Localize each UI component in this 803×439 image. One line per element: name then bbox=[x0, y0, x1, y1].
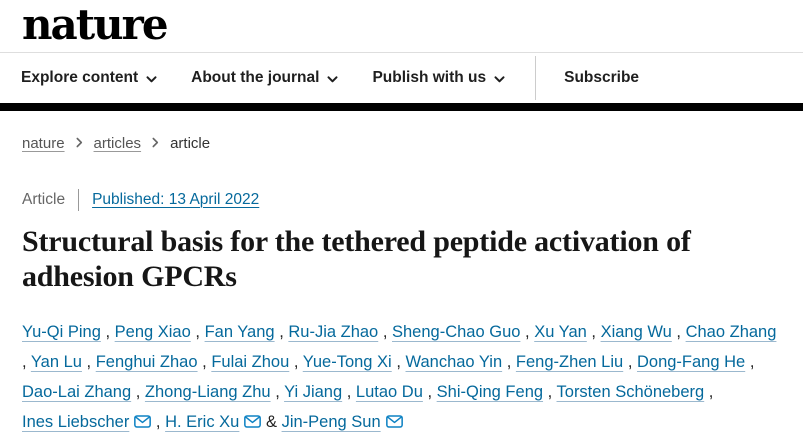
nav-explore-content[interactable]: Explore content bbox=[21, 68, 157, 88]
author-item: Yu-Qi Ping bbox=[22, 323, 101, 341]
nav-subscribe[interactable]: Subscribe bbox=[564, 69, 639, 87]
author-link[interactable]: Torsten Schöneberg bbox=[556, 383, 705, 401]
author-link[interactable]: Zhong-Liang Zhu bbox=[144, 383, 271, 401]
meta-separator bbox=[78, 188, 80, 211]
author-link[interactable]: Sheng-Chao Guo bbox=[392, 323, 521, 341]
author-link[interactable]: Xu Yan bbox=[534, 323, 587, 341]
author-link[interactable]: Feng-Zhen Liu bbox=[515, 353, 624, 371]
author-link[interactable]: Fulai Zhou bbox=[211, 353, 290, 371]
author-link[interactable]: H. Eric Xu bbox=[165, 413, 240, 431]
email-icon[interactable] bbox=[134, 408, 152, 438]
author-link[interactable]: Yi Jiang bbox=[284, 383, 343, 401]
author-item: Lutao Du bbox=[356, 383, 423, 401]
chevron-right-icon bbox=[76, 135, 83, 152]
author-link[interactable]: Yan Lu bbox=[30, 353, 82, 371]
author-item: Yue-Tong Xi bbox=[303, 353, 392, 371]
author-link[interactable]: Ines Liebscher bbox=[22, 413, 130, 431]
author-item: Wanchao Yin bbox=[406, 353, 503, 371]
author-item: Torsten Schöneberg bbox=[557, 383, 705, 401]
main-nav: Explore content About the journal Publis… bbox=[0, 53, 803, 103]
author-ampersand: & bbox=[265, 413, 282, 431]
author-item: Jin-Peng Sun bbox=[282, 413, 403, 431]
breadcrumb: nature articles article bbox=[22, 134, 783, 152]
author-item: H. Eric Xu bbox=[165, 413, 262, 431]
author-link[interactable]: Dong-Fang He bbox=[636, 353, 746, 371]
author-item: Feng-Zhen Liu bbox=[516, 353, 623, 371]
email-icon[interactable] bbox=[244, 408, 262, 438]
breadcrumb-articles[interactable]: articles bbox=[93, 134, 142, 152]
author-item: Sheng-Chao Guo bbox=[392, 323, 520, 341]
author-link[interactable]: Chao Zhang bbox=[685, 323, 777, 341]
author-item: Shi-Qing Feng bbox=[437, 383, 543, 401]
author-item: Xiang Wu bbox=[601, 323, 672, 341]
chevron-down-icon bbox=[494, 70, 505, 88]
header-black-bar bbox=[0, 103, 803, 111]
article-type-label: Article bbox=[22, 190, 66, 208]
nav-about-the-journal[interactable]: About the journal bbox=[191, 68, 338, 88]
author-link[interactable]: Ru-Jia Zhao bbox=[288, 323, 379, 341]
article-meta-row: Article Published: 13 April 2022 bbox=[22, 188, 783, 211]
nav-explore-content-label: Explore content bbox=[21, 69, 139, 86]
author-link[interactable]: Wanchao Yin bbox=[405, 353, 503, 371]
nav-publish-with-us-label: Publish with us bbox=[372, 69, 487, 86]
author-link[interactable]: Shi-Qing Feng bbox=[436, 383, 544, 401]
author-list: Yu-Qi Ping , Peng Xiao , Fan Yang , Ru-J… bbox=[22, 317, 782, 438]
chevron-down-icon bbox=[327, 70, 338, 88]
logo-row: nature bbox=[0, 0, 803, 53]
author-link[interactable]: Yu-Qi Ping bbox=[22, 323, 101, 341]
author-link[interactable]: Yue-Tong Xi bbox=[302, 353, 392, 371]
site-header: nature Explore content About the journal… bbox=[0, 0, 803, 111]
nature-logo[interactable]: nature bbox=[22, 0, 169, 49]
author-item: Yi Jiang bbox=[284, 383, 342, 401]
author-link[interactable]: Fan Yang bbox=[204, 323, 275, 341]
chevron-right-icon bbox=[152, 135, 159, 152]
author-item: Peng Xiao bbox=[115, 323, 191, 341]
published-date-link[interactable]: Published: 13 April 2022 bbox=[92, 190, 260, 208]
author-item: Xu Yan bbox=[534, 323, 587, 341]
author-item: Ru-Jia Zhao bbox=[288, 323, 378, 341]
author-item: Chao Zhang bbox=[686, 323, 777, 341]
breadcrumb-nature[interactable]: nature bbox=[22, 134, 65, 152]
author-item: Fenghui Zhao bbox=[96, 353, 198, 371]
article-content: nature articles article Article Publishe… bbox=[0, 134, 803, 438]
author-item: Dao-Lai Zhang bbox=[22, 383, 131, 401]
email-icon[interactable] bbox=[385, 408, 403, 438]
author-link[interactable]: Xiang Wu bbox=[600, 323, 672, 341]
author-item: Yan Lu bbox=[31, 353, 82, 371]
author-link[interactable]: Peng Xiao bbox=[114, 323, 191, 341]
author-link[interactable]: Jin-Peng Sun bbox=[281, 413, 381, 431]
nav-subscribe-label: Subscribe bbox=[564, 69, 640, 86]
author-item: Fulai Zhou bbox=[211, 353, 289, 371]
nav-divider bbox=[535, 56, 537, 100]
article-title: Structural basis for the tethered peptid… bbox=[22, 225, 691, 293]
breadcrumb-article: article bbox=[170, 134, 211, 152]
author-link[interactable]: Lutao Du bbox=[355, 383, 423, 401]
author-item: Zhong-Liang Zhu bbox=[145, 383, 271, 401]
author-link[interactable]: Dao-Lai Zhang bbox=[22, 383, 132, 401]
author-item: Dong-Fang He bbox=[637, 353, 745, 371]
nav-about-the-journal-label: About the journal bbox=[191, 69, 320, 86]
chevron-down-icon bbox=[146, 70, 157, 88]
author-item: Fan Yang bbox=[205, 323, 275, 341]
author-item: Ines Liebscher bbox=[22, 413, 152, 431]
nav-publish-with-us[interactable]: Publish with us bbox=[372, 68, 505, 88]
author-link[interactable]: Fenghui Zhao bbox=[95, 353, 198, 371]
